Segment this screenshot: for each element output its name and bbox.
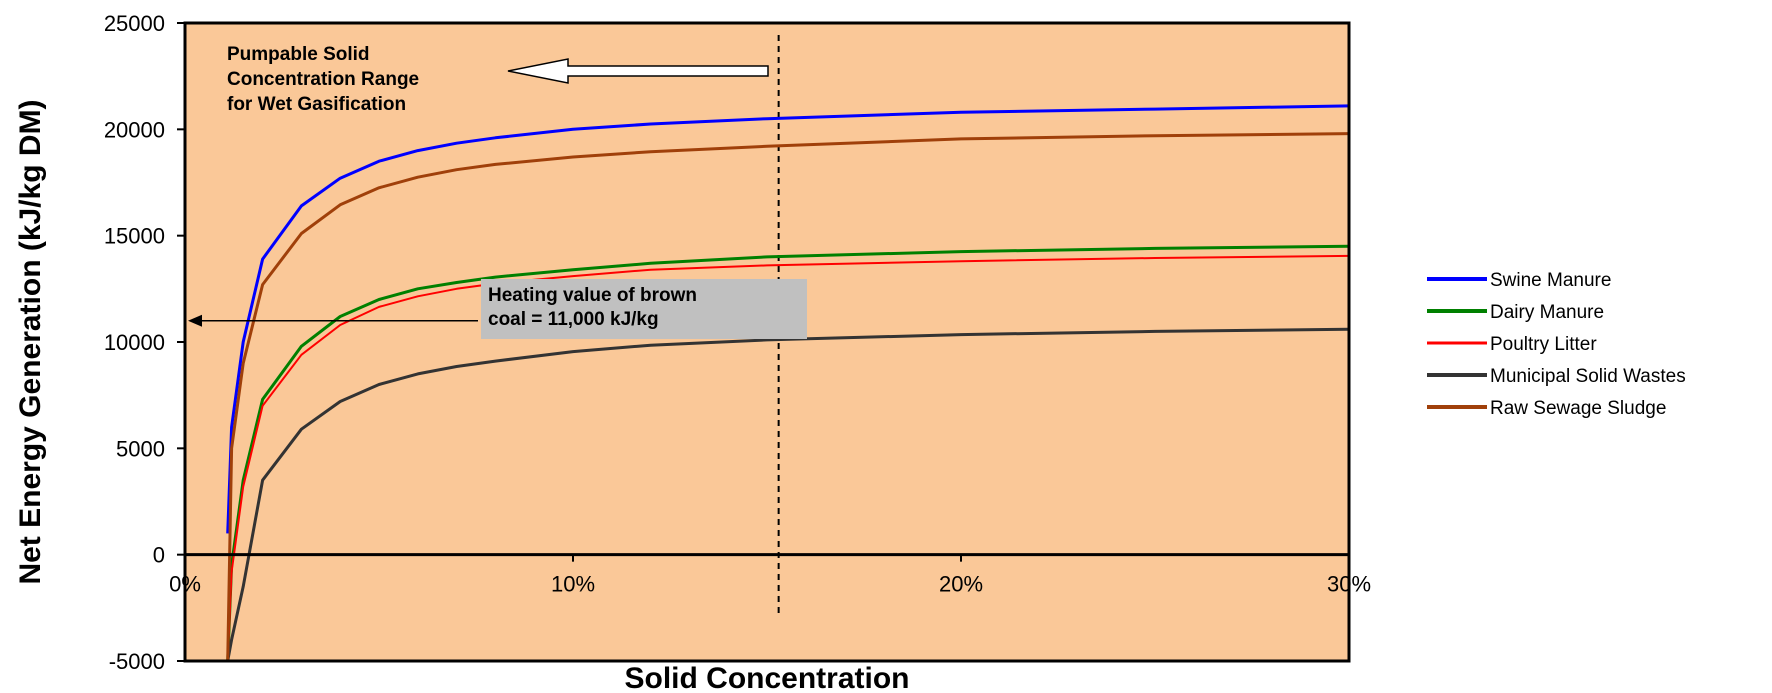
series-lines [226,104,1350,662]
legend-label-2: Poultry Litter [1490,334,1597,355]
series-line-1 [226,244,1350,662]
y-tick-label-1: 0 [153,543,165,568]
x-tick-label-1: 10% [551,572,595,597]
legend: Swine Manure Dairy Manure Poultry Litter Mu… [1427,270,1686,419]
annotations: Pumpable Solid Concentration Range for Wet… [188,44,807,339]
legend-label-3: Municipal Solid Wastes [1490,366,1686,387]
x-tick-label-3: 30% [1327,572,1371,597]
legend-label-0: Swine Manure [1490,270,1611,291]
series-line-0 [226,104,1350,534]
annotation-brown-coal-box [481,279,807,339]
x-tick-label-2: 20% [939,572,983,597]
annotation-brown-coal-line-1: coal = 11,000 kJ/kg [488,309,659,330]
y-tick-label-2: 5000 [116,436,165,461]
y-tick-label-6: 25000 [104,11,165,36]
legend-label-1: Dairy Manure [1490,302,1604,323]
y-tick-label-0: -5000 [109,649,165,674]
annotation-pumpable-line-0: Pumpable Solid [227,44,370,65]
y-tick-label-5: 20000 [104,117,165,142]
y-tick-label-3: 10000 [104,330,165,355]
y-tick-label-4: 15000 [104,224,165,249]
x-tick-label-0: 0% [169,572,201,597]
annotation-pumpable-line-2: for Wet Gasification [227,94,406,115]
legend-label-4: Raw Sewage Sludge [1490,398,1666,419]
series-line-4 [226,132,1350,662]
axes: -5000 0 5000 10000 15000 20000 25000 0% 10% 20% 30… [104,11,1371,674]
annotation-pumpable-line-1: Concentration Range [227,69,419,90]
series-line-3 [226,327,1350,662]
x-axis-title: Solid Concentration [625,662,910,693]
series-line-2 [226,254,1350,662]
annotation-brown-coal-line-0: Heating value of brown [488,285,697,306]
y-axis-title: Net Energy Generation (kJ/kg DM) [14,99,47,584]
annotation-pumpable-arrow [507,58,769,84]
annotation-brown-coal-arrow-head [188,314,202,327]
